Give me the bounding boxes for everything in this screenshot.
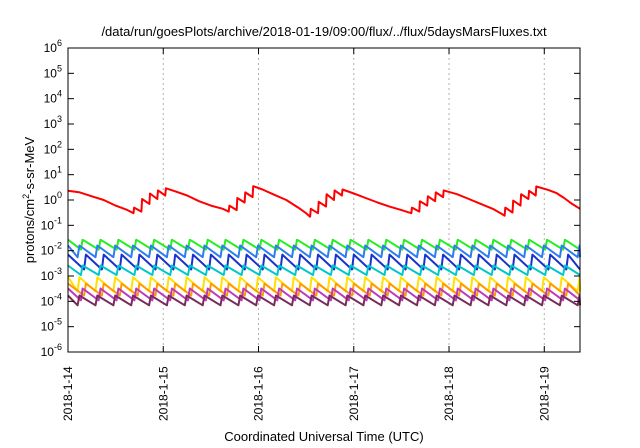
- y-tick-label: 102: [44, 139, 62, 156]
- series-line-5: [67, 264, 581, 276]
- series-line-2: [67, 238, 581, 251]
- chart-title: /data/run/goesPlots/archive/2018-01-19/0…: [101, 24, 547, 39]
- y-tick-label: 103: [44, 114, 62, 131]
- series-group: [67, 185, 581, 307]
- y-axis: 10-6 10-5 10-4 10-3 10-2 10-1 100 101 102 103 104 1…: [41, 38, 580, 359]
- y-tick-label: 105: [44, 63, 62, 80]
- y-tick-label: 10-2: [41, 241, 62, 258]
- y-tick-label: 100: [44, 190, 62, 207]
- y-tick-label: 104: [44, 89, 62, 106]
- y-tick-label: 106: [44, 38, 62, 55]
- y-tick-label: 10-5: [41, 317, 62, 334]
- x-tick-label: 2018-1-18: [442, 366, 456, 421]
- y-tick-label: 10-4: [41, 291, 62, 308]
- x-tick-label: 2018-1-15: [156, 366, 170, 421]
- x-axis: 2018-1-14 2018-1-15 2018-1-16 2018-1-17 2018…: [61, 48, 551, 421]
- x-tick-label: 2018-1-19: [537, 366, 551, 421]
- series-line-1: [67, 185, 581, 218]
- y-tick-label: 10-1: [41, 215, 62, 232]
- series-line-4: [67, 253, 581, 271]
- x-axis-label: Coordinated Universal Time (UTC): [224, 429, 423, 444]
- x-tick-label: 2018-1-14: [61, 366, 75, 421]
- series-line-8: [67, 287, 581, 302]
- y-tick-label: 101: [44, 165, 62, 182]
- series-line-3: [67, 244, 581, 259]
- x-tick-label: 2018-1-16: [252, 366, 266, 421]
- y-tick-label: 10-3: [41, 266, 62, 283]
- x-tick-label: 2018-1-17: [347, 366, 361, 421]
- series-line-6: [67, 276, 581, 293]
- y-axis-label-main: protons/cm: [22, 199, 37, 263]
- y-axis-label-rest: -s-sr-MeV: [22, 136, 37, 193]
- y-axis-label-sup: 2: [21, 194, 31, 199]
- y-tick-label: 10-6: [41, 342, 62, 359]
- y-axis-label: protons/cm2-s-sr-MeV: [21, 136, 37, 263]
- series-line-9: [67, 294, 581, 307]
